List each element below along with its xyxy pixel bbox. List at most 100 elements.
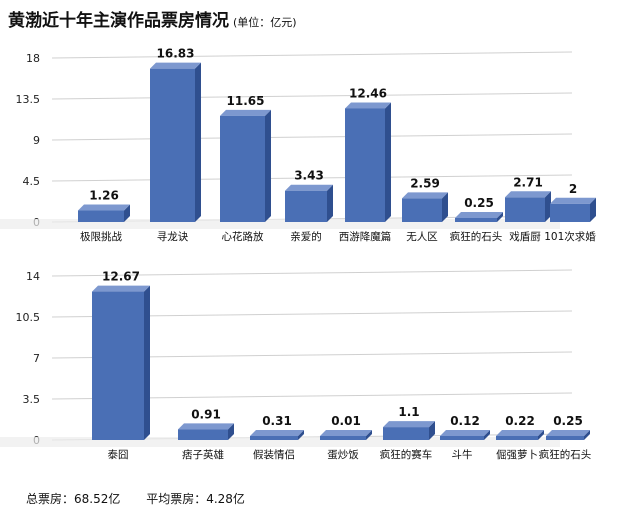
bar xyxy=(505,197,545,222)
x-tick-label: 西游降魔篇 xyxy=(339,230,392,243)
bar xyxy=(78,210,124,222)
grid-line xyxy=(51,133,573,141)
bar-side xyxy=(265,109,271,222)
bar-side xyxy=(590,197,596,222)
bar-side xyxy=(429,421,435,440)
bar-side xyxy=(385,102,391,222)
bar-side xyxy=(124,204,130,222)
bar-side xyxy=(228,423,234,440)
x-tick-label: 假装情侣 xyxy=(253,448,295,461)
grid-line xyxy=(51,174,573,182)
x-tick-label: 极限挑战 xyxy=(80,230,122,243)
bar-side xyxy=(327,184,333,222)
data-label: 2.59 xyxy=(410,176,440,190)
data-label: 0.31 xyxy=(262,414,292,428)
total-box-office: 总票房：68.52亿 xyxy=(26,492,121,506)
x-tick-label: 寻龙诀 xyxy=(157,230,189,243)
bar xyxy=(455,218,497,222)
bar xyxy=(178,429,228,440)
bar-side xyxy=(298,430,304,440)
grid-line xyxy=(51,51,573,59)
data-label: 2 xyxy=(569,182,577,196)
bar-top xyxy=(546,430,590,436)
bar-top xyxy=(92,285,150,292)
bar xyxy=(546,436,584,440)
bar xyxy=(150,68,195,222)
data-label: 1.1 xyxy=(398,405,419,419)
bar xyxy=(550,203,590,222)
floor-shadow xyxy=(0,437,560,447)
bar xyxy=(250,436,298,440)
data-label: 0.25 xyxy=(553,414,583,428)
chart-unit: (单位：亿元) xyxy=(233,16,297,29)
average-box-office: 平均票房：4.28亿 xyxy=(146,492,245,506)
bar-top xyxy=(383,421,435,428)
summary-footer: 总票房：68.52亿 平均票房：4.28亿 xyxy=(26,490,267,507)
data-label: 3.43 xyxy=(294,169,324,183)
bar-side xyxy=(545,191,551,222)
x-tick-label: 蛋炒饭 xyxy=(327,449,359,461)
data-label: 16.83 xyxy=(157,47,195,61)
bar-top xyxy=(285,184,333,191)
bar-top xyxy=(440,430,490,436)
data-label: 0.25 xyxy=(464,196,494,210)
chart-title-text: 黄渤近十年主演作品票房情况 xyxy=(8,11,229,31)
y-tick-label: 13.5 xyxy=(16,93,41,106)
bar-top xyxy=(505,191,551,198)
data-label: 0.22 xyxy=(505,414,535,428)
y-tick-label: 9 xyxy=(33,134,40,147)
bar-side xyxy=(442,192,448,222)
bar xyxy=(402,198,442,222)
x-tick-label: 倔强萝卜 xyxy=(496,448,538,461)
bar xyxy=(383,427,429,440)
y-tick-label: 7 xyxy=(33,352,40,365)
y-tick-label: 4.5 xyxy=(23,175,41,188)
bar-top xyxy=(455,212,503,218)
bar xyxy=(285,190,327,222)
bar xyxy=(496,436,538,440)
data-label: 2.71 xyxy=(513,175,543,189)
x-tick-label: 泰囧 xyxy=(108,448,129,461)
data-label: 12.67 xyxy=(102,270,140,284)
x-tick-label: 斗牛 xyxy=(452,448,473,461)
y-tick-label: 18 xyxy=(26,52,40,65)
x-tick-label: 戏盾厨 xyxy=(509,231,541,243)
bar-top xyxy=(320,430,372,436)
bar-side xyxy=(538,430,544,440)
data-label: 0.12 xyxy=(450,414,480,428)
chart-title: 黄渤近十年主演作品票房情况 (单位：亿元) xyxy=(8,6,297,31)
bar-top xyxy=(220,109,271,116)
bar-side xyxy=(484,430,490,440)
data-label: 11.65 xyxy=(227,94,265,108)
x-tick-label: 心花路放 xyxy=(222,230,264,243)
bar xyxy=(440,436,484,440)
x-tick-label: 无人区 xyxy=(406,231,438,243)
data-label: 0.01 xyxy=(331,414,361,428)
grid-line xyxy=(51,92,573,100)
data-label: 12.46 xyxy=(349,86,387,100)
x-tick-label: 101次求婚 xyxy=(544,230,596,243)
bar-top xyxy=(496,430,544,436)
bar-top xyxy=(150,62,201,69)
bar-side xyxy=(195,62,201,222)
x-tick-label: 疯狂的石头 xyxy=(539,448,592,461)
bar-side xyxy=(366,430,372,440)
data-label: 0.91 xyxy=(191,407,221,421)
data-label: 1.26 xyxy=(89,189,119,203)
x-tick-label: 痞子英雄 xyxy=(182,448,224,461)
bar-side xyxy=(497,212,503,222)
y-tick-label: 10.5 xyxy=(16,311,41,324)
bar-side xyxy=(144,285,150,440)
floor-shadow xyxy=(0,219,560,229)
bar-top xyxy=(78,204,130,211)
grid-line xyxy=(51,269,573,277)
x-tick-label: 亲爱的 xyxy=(290,230,322,243)
y-tick-label: 3.5 xyxy=(23,393,41,406)
bar xyxy=(320,436,366,440)
bar-top xyxy=(250,430,304,436)
bar-top xyxy=(178,423,234,430)
bar-side xyxy=(584,430,590,440)
